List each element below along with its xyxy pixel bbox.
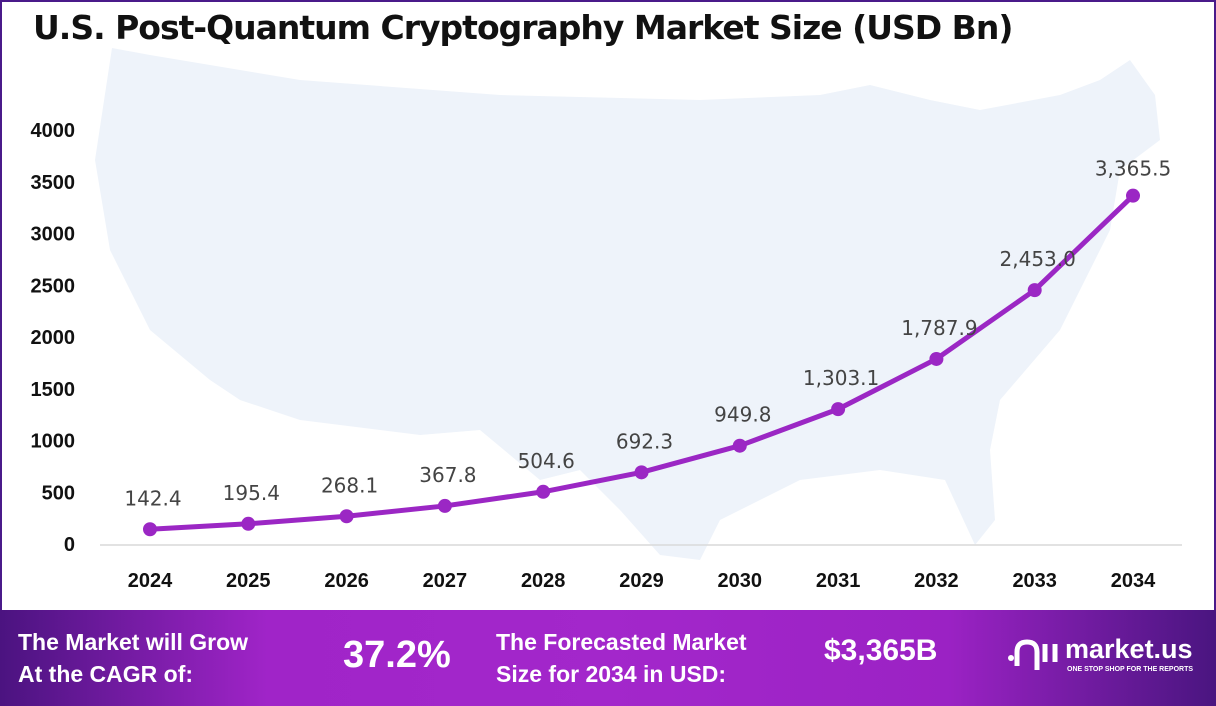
data-point: [1027, 283, 1042, 298]
brand-tagline: ONE STOP SHOP FOR THE REPORTS: [1067, 666, 1194, 673]
data-point: [143, 522, 157, 537]
forecast-value: $3,365B: [824, 634, 938, 667]
cagr-label: The Market will Grow At the CAGR of:: [18, 626, 248, 690]
data-point: [437, 498, 452, 513]
x-tick-label: 2028: [521, 570, 566, 592]
forecast-label: The Forecasted Market Size for 2034 in U…: [496, 626, 747, 690]
data-point: [1126, 188, 1140, 203]
data-point: [634, 465, 649, 480]
x-tick-label: 2031: [816, 570, 861, 592]
data-label: 1,303.1: [803, 366, 879, 390]
cagr-label-line1: The Market will Grow: [18, 629, 249, 655]
data-label: 2,453.0: [1000, 247, 1076, 271]
data-label: 949.8: [714, 403, 771, 427]
y-tick-label: 3500: [31, 172, 76, 194]
data-point: [339, 509, 354, 524]
y-tick-label: 1500: [31, 379, 76, 401]
chart-title: U.S. Post-Quantum Cryptography Market Si…: [33, 8, 1013, 47]
x-tick-label: 2030: [718, 570, 763, 592]
y-tick-label: 1000: [31, 431, 76, 453]
brand-name: market.us: [1065, 634, 1193, 664]
y-tick-label: 3000: [31, 224, 76, 246]
x-tick-label: 2027: [423, 570, 468, 592]
x-tick-label: 2033: [1012, 570, 1057, 592]
cagr-label-line2: At the CAGR of:: [18, 661, 194, 687]
data-point: [241, 516, 256, 531]
data-label: 142.4: [124, 486, 181, 510]
line-chart: 0 500 1000 1500 2000 2500 3000 3500 4000 2024 2025…: [31, 48, 1182, 592]
y-tick-label: 2500: [31, 275, 76, 297]
footer-banner: The Market will Grow At the CAGR of: 37.…: [0, 610, 1216, 706]
x-tick-label: 2025: [226, 570, 271, 592]
data-label: 3,365.5: [1095, 157, 1171, 181]
cagr-value: 37.2%: [343, 634, 451, 676]
data-point: [831, 402, 846, 417]
data-label: 692.3: [616, 429, 673, 453]
data-label: 268.1: [321, 473, 378, 497]
data-label: 195.4: [223, 481, 280, 505]
data-label: 367.8: [419, 463, 476, 487]
y-tick-label: 500: [42, 482, 75, 504]
market-us-logo-icon: [1008, 639, 1058, 670]
data-point: [929, 351, 944, 366]
y-tick-label: 0: [64, 534, 75, 556]
forecast-label-line1: The Forecasted Market: [496, 629, 747, 655]
data-point: [536, 484, 551, 499]
data-point: [732, 438, 747, 453]
data-label: 1,787.9: [901, 316, 977, 340]
x-tick-label: 2024: [128, 570, 173, 592]
y-tick-label: 4000: [31, 120, 76, 142]
y-tick-label: 2000: [31, 327, 76, 349]
x-tick-label: 2026: [324, 570, 369, 592]
forecast-label-line2: Size for 2034 in USD:: [496, 661, 727, 687]
x-tick-label: 2029: [619, 570, 664, 592]
x-tick-label: 2034: [1111, 570, 1156, 592]
us-map-silhouette: [95, 48, 1160, 560]
data-label: 504.6: [518, 449, 575, 473]
x-tick-label: 2032: [914, 570, 959, 592]
